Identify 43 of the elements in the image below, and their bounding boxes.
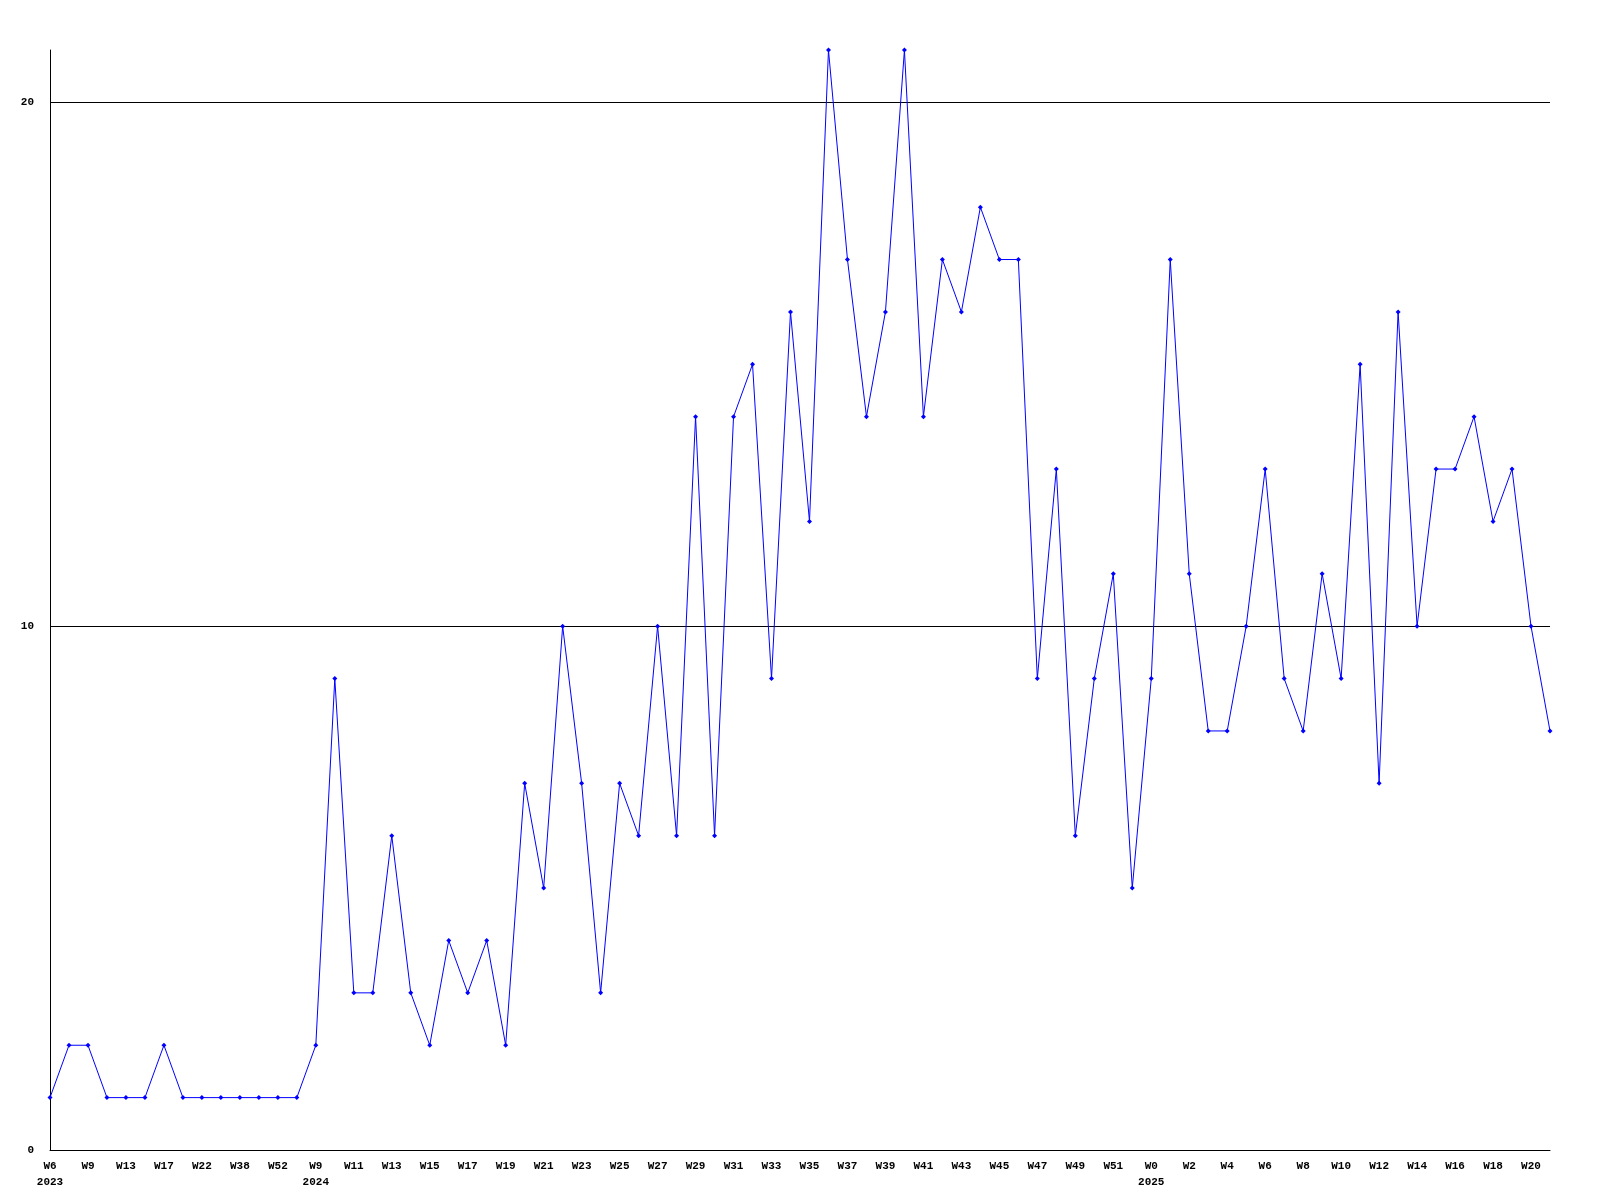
x-tick-label: W15 — [419, 1160, 441, 1172]
x-tick-label: W20 — [1521, 1160, 1541, 1172]
x-tick-label: W52 — [267, 1160, 288, 1172]
x-tick-label: W25 — [609, 1160, 630, 1172]
x-tick-label: W49 — [1065, 1160, 1086, 1172]
y-tick-label: 10 — [20, 620, 34, 633]
x-tick-label: W18 — [1483, 1160, 1504, 1172]
x-tick-label: W22 — [191, 1160, 212, 1172]
x-tick-label: W41 — [913, 1160, 934, 1172]
x-tick-label: W21 — [533, 1160, 554, 1172]
x-tick-label: W43 — [951, 1160, 972, 1172]
x-tick-label: W19 — [495, 1160, 516, 1172]
x-tick-label: W4 — [1220, 1160, 1235, 1172]
x-tick-label: W2 — [1182, 1160, 1196, 1172]
x-tick-label: W29 — [685, 1160, 706, 1172]
x-tick-label: W13 — [381, 1160, 403, 1172]
x-tick-label: W27 — [647, 1160, 668, 1172]
x-tick-label: W33 — [761, 1160, 782, 1172]
x-tick-label: W6 2023 — [36, 1160, 64, 1188]
x-tick-label: W51 — [1103, 1160, 1124, 1172]
x-tick-label: W9 2024 — [302, 1160, 330, 1188]
x-tick-label: W17 — [457, 1160, 478, 1172]
y-tick-label: 0 — [27, 1144, 34, 1156]
x-tick-label: W11 — [343, 1160, 365, 1172]
x-tick-label: W10 — [1331, 1160, 1352, 1172]
x-tick-label: W39 — [875, 1160, 896, 1172]
x-tick-label: W6 — [1258, 1160, 1272, 1172]
x-tick-label: W17 — [154, 1160, 174, 1172]
y-tick-label: 20 — [20, 96, 34, 109]
x-tick-label: W12 — [1369, 1160, 1390, 1172]
x-tick-label: W35 — [799, 1160, 820, 1172]
x-tick-label: W37 — [837, 1160, 858, 1172]
x-tick-label: W23 — [571, 1160, 592, 1172]
x-tick-label: W31 — [723, 1160, 744, 1172]
x-tick-label: W38 — [229, 1160, 251, 1172]
x-tick-label: W16 — [1445, 1160, 1465, 1172]
x-tick-label: W45 — [989, 1160, 1010, 1172]
x-tick-label: W0 2025 — [1138, 1160, 1165, 1188]
x-tick-label: W14 — [1407, 1160, 1428, 1172]
x-tick-label: W13 — [116, 1160, 137, 1172]
x-tick-label: W8 — [1296, 1160, 1311, 1172]
x-tick-label: W47 — [1027, 1160, 1048, 1172]
x-tick-label: W9 — [81, 1160, 95, 1172]
